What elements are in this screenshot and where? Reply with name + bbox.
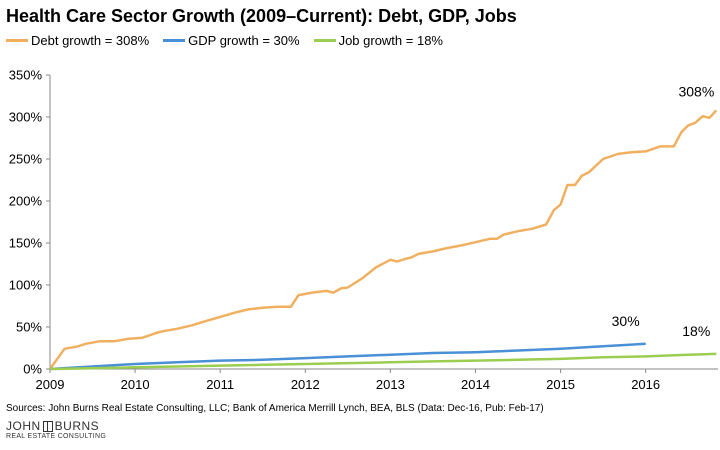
x-tick-label: 2015 xyxy=(546,377,575,392)
y-tick-label: 200% xyxy=(9,194,43,209)
x-tick-label: 2010 xyxy=(121,377,150,392)
legend-swatch-debt xyxy=(6,39,28,42)
legend-label-jobs: Job growth = 18% xyxy=(338,33,443,48)
x-tick-label: 2011 xyxy=(206,377,234,392)
end-label-jobs: 18% xyxy=(682,323,710,339)
series-line-gdp xyxy=(49,342,646,371)
chart-title: Health Care Sector Growth (2009–Current)… xyxy=(6,6,517,26)
legend-label-gdp: GDP growth = 30% xyxy=(188,33,300,48)
x-tick-label: 2012 xyxy=(291,377,320,392)
company-logo: JOHN BURNS REAL ESTATE CONSULTING xyxy=(6,420,106,440)
y-tick-label: 0% xyxy=(23,362,42,377)
y-tick-label: 350% xyxy=(9,68,43,83)
source-note: Sources: John Burns Real Estate Consulti… xyxy=(6,403,544,414)
y-tick-label: 50% xyxy=(16,320,42,335)
line-chart: 0% 50% 100% 150% 200% 250% 300% 350% 2009 2010 201… xyxy=(9,68,718,392)
y-tick-label: 250% xyxy=(9,152,43,167)
logo-text-left: JOHN xyxy=(6,419,41,433)
legend-item-jobs: Job growth = 18% xyxy=(313,33,443,48)
series-line-debt xyxy=(48,109,718,370)
x-tick-label: 2013 xyxy=(376,377,405,392)
y-tick-label: 150% xyxy=(9,236,43,251)
legend-swatch-jobs xyxy=(313,39,336,42)
series-line-jobs xyxy=(49,352,717,371)
logo-mark-icon xyxy=(42,420,53,432)
logo-text-right: BURNS xyxy=(54,419,100,433)
end-label-gdp: 30% xyxy=(612,313,640,329)
legend-swatch-gdp xyxy=(163,39,186,42)
x-tick-label: 2014 xyxy=(461,377,490,392)
logo-subtitle: REAL ESTATE CONSULTING xyxy=(6,433,107,440)
legend-label-debt: Debt growth = 308% xyxy=(31,33,150,48)
chart-legend: Debt growth = 308% GDP growth = 30% Job … xyxy=(6,33,457,48)
y-tick-label: 300% xyxy=(9,110,43,125)
y-tick-label: 100% xyxy=(9,278,43,293)
end-label-debt: 308% xyxy=(678,83,714,99)
x-tick-label: 2016 xyxy=(631,377,660,392)
legend-item-debt: Debt growth = 308% xyxy=(6,33,149,48)
legend-item-gdp: GDP growth = 30% xyxy=(163,33,300,48)
x-tick-label: 2009 xyxy=(36,377,65,392)
